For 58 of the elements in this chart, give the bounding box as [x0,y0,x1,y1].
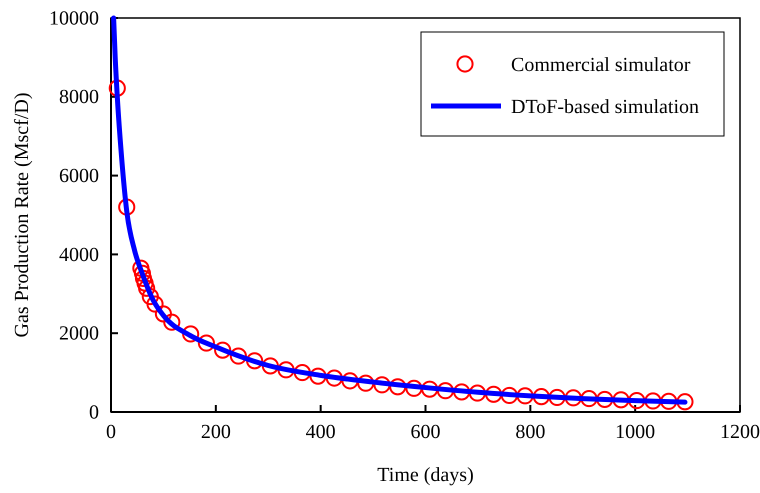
point [309,368,327,385]
x-tick-label: 1200 [720,421,760,444]
point [596,390,614,408]
point [154,305,172,322]
y-tick-label: 10000 [49,7,99,30]
point [373,376,391,394]
y-axis-title: Gas Production Rate (Mscf/D) [11,92,33,338]
point [405,380,423,397]
x-tick-label: 800 [515,421,546,444]
point [294,364,311,382]
point [278,361,295,378]
x-tick-label: 400 [306,421,336,444]
point [134,264,152,282]
legend-label: DToF-based simulation [511,96,700,118]
point [612,391,630,408]
legend-label: Commercial simulator [511,54,691,76]
x-axis-title: Time (days) [377,464,474,486]
point [146,295,164,313]
point [142,288,159,306]
point [548,388,566,406]
x-tick-label: 1000 [615,421,656,444]
point [108,80,126,97]
point [676,393,694,410]
point [660,392,678,410]
point [138,280,156,297]
point [198,334,215,352]
point [389,378,406,396]
point [357,374,374,392]
point [468,384,486,402]
y-tick-label: 6000 [59,165,99,187]
point [644,392,662,410]
point [132,260,150,277]
x-tick-label: 200 [200,421,231,444]
point [230,348,247,365]
point [262,357,279,374]
y-tick-label: 0 [89,401,99,424]
point [436,382,454,400]
point [182,325,200,343]
point [516,387,534,404]
point [453,383,470,400]
point [163,314,180,331]
point [118,198,136,216]
point [246,352,264,370]
point [564,389,582,406]
y-tick-label: 2000 [59,322,99,345]
point [341,372,359,390]
x-tick-label: 600 [410,421,440,444]
x-tick-label: 0 [106,421,116,444]
point [485,386,502,403]
y-tick-label: 4000 [59,244,99,266]
point [500,386,518,404]
point [421,380,438,398]
point [214,342,232,359]
point [580,390,598,408]
point [532,388,550,406]
y-tick-label: 8000 [59,86,99,108]
point [326,370,343,387]
point [628,392,646,410]
